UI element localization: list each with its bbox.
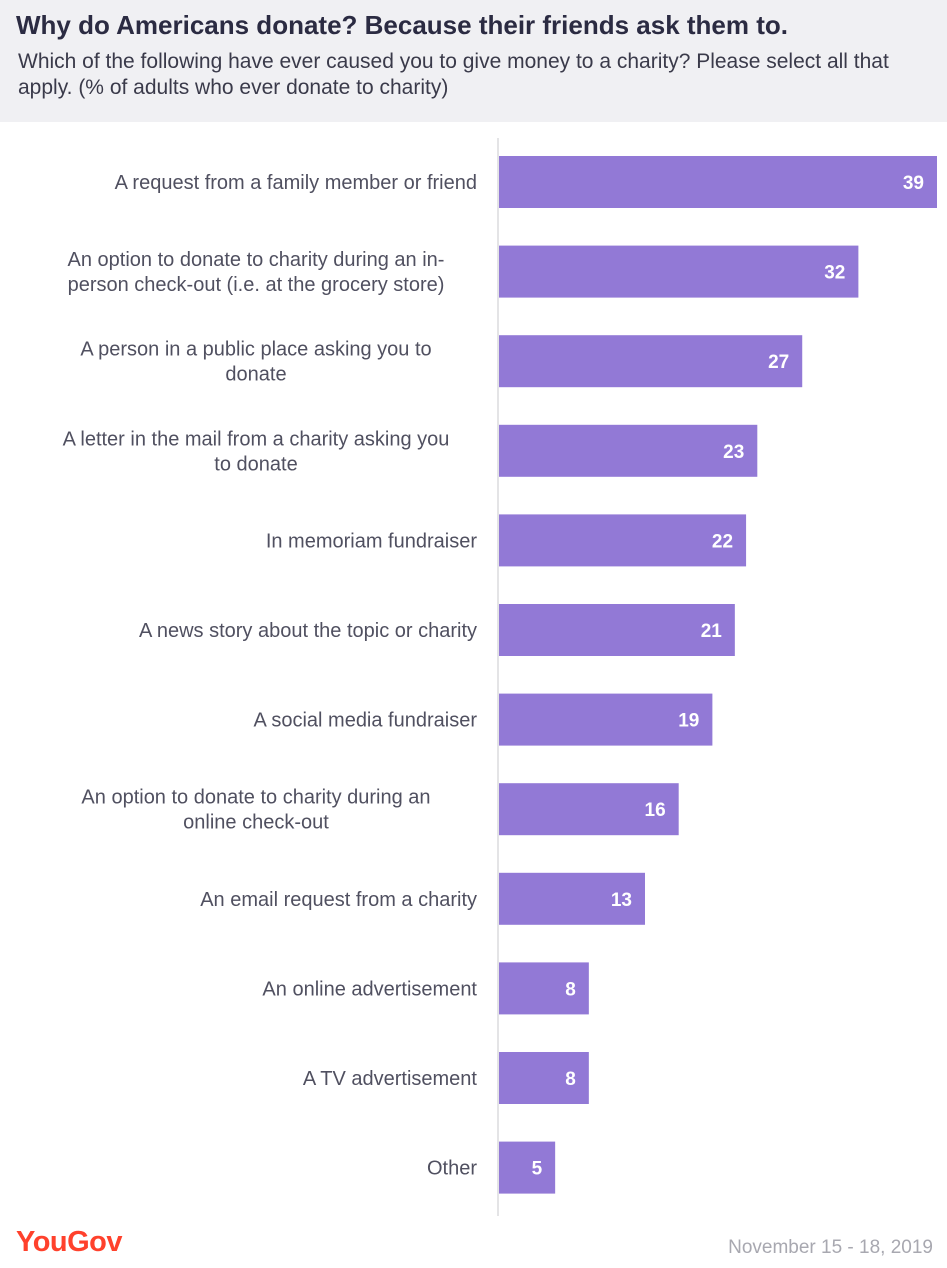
bar (499, 604, 735, 656)
category-label: A social media fundraiser (254, 710, 478, 732)
category-label: A letter in the mail from a charity aski… (63, 428, 450, 475)
category-label: A TV advertisement (303, 1068, 478, 1090)
bar (499, 872, 645, 925)
category-label: Other (427, 1158, 477, 1180)
bar (499, 335, 803, 388)
bar-value-label: 32 (824, 263, 845, 284)
bar-value-label: 21 (701, 621, 723, 642)
bar-value-label: 5 (532, 1159, 543, 1180)
bar-value-label: 22 (712, 531, 733, 552)
bar (499, 962, 589, 1015)
bar (499, 1052, 589, 1104)
category-label: A person in a public place asking you to… (80, 339, 431, 386)
bar-value-label: 27 (768, 352, 789, 373)
chart-subtitle: Which of the following have ever caused … (18, 50, 889, 99)
bar-value-label: 23 (723, 442, 744, 463)
bar (499, 514, 747, 567)
bar (499, 156, 937, 208)
bar (499, 245, 859, 298)
bar-chart: 39 A request from a family member or frie… (63, 138, 937, 1216)
category-label: An option to donate to charity during an… (81, 787, 430, 834)
yougov-logo: YouGov (16, 1226, 123, 1258)
bar (499, 1141, 556, 1194)
bar (499, 783, 679, 836)
bar (499, 424, 758, 477)
chart-title: Why do Americans donate? Because their f… (16, 10, 789, 40)
category-label: A request from a family member or friend (115, 172, 477, 194)
bar-value-label: 13 (611, 890, 632, 911)
bar-value-label: 8 (565, 1069, 576, 1090)
category-label: An email request from a charity (200, 889, 477, 911)
survey-date: November 15 - 18, 2019 (728, 1237, 933, 1258)
bar-value-label: 19 (678, 711, 699, 732)
bar (499, 693, 713, 746)
category-label: An option to donate to charity during an… (68, 249, 445, 296)
bar-value-label: 16 (645, 800, 666, 821)
bar-value-label: 8 (565, 979, 576, 1000)
bar-value-label: 39 (903, 173, 924, 194)
category-label: In memoriam fundraiser (266, 530, 478, 552)
category-label: A news story about the topic or charity (139, 620, 477, 642)
header-band: Why do Americans donate? Because their f… (0, 0, 947, 122)
category-label: An online advertisement (262, 978, 477, 1000)
